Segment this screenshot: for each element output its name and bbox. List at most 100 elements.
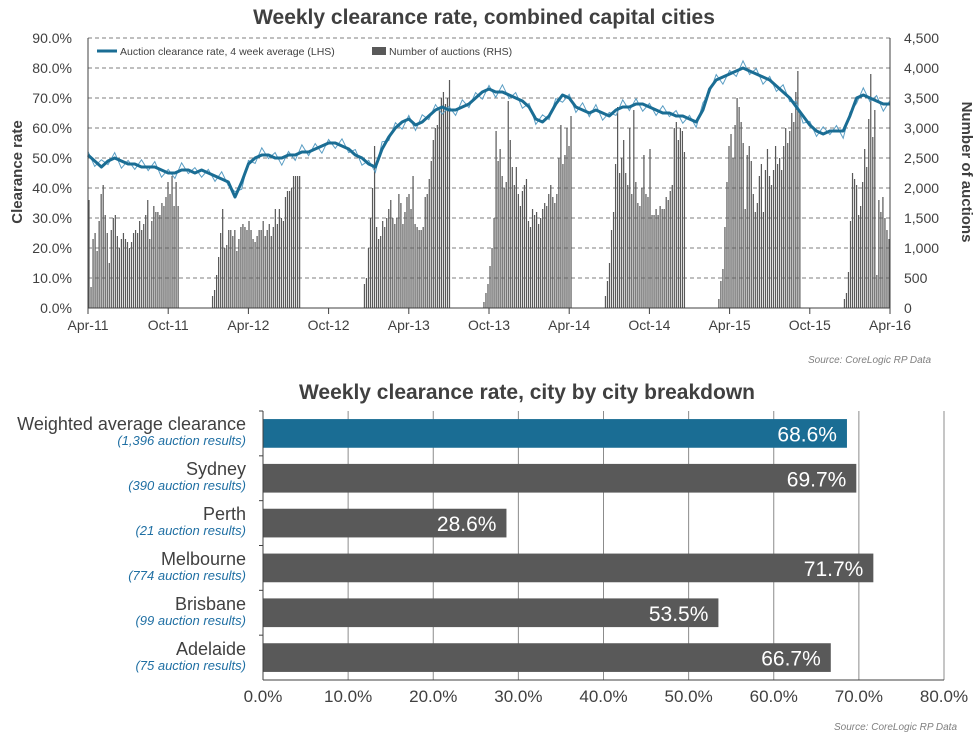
chart1-average-rate-line bbox=[86, 66, 890, 199]
chart1-auction-bar bbox=[408, 194, 410, 308]
chart1-auction-bar bbox=[100, 194, 102, 308]
chart2-category-name: Adelaide bbox=[175, 638, 246, 659]
chart1-auction-bar bbox=[108, 263, 110, 308]
chart1-ytick-left: 50.0% bbox=[32, 150, 72, 166]
chart1-auction-bar bbox=[726, 182, 728, 308]
chart1-auction-bar bbox=[787, 143, 789, 308]
chart1-auction-bar bbox=[734, 125, 736, 308]
chart1-auction-bar bbox=[776, 164, 779, 308]
chart1-ytick-left: 10.0% bbox=[32, 270, 72, 286]
chart1-auction-bar bbox=[276, 224, 278, 308]
chart1-auction-bar bbox=[149, 239, 151, 308]
chart1-auction-bar bbox=[860, 206, 862, 308]
chart1-auction-bar bbox=[147, 200, 149, 308]
chart1-auction-bar bbox=[380, 236, 382, 308]
chart1-auction-bar bbox=[683, 152, 686, 308]
chart1-gridlines bbox=[88, 37, 890, 279]
chart1-auction-bar bbox=[736, 98, 738, 308]
chart1-auction-bar bbox=[426, 194, 428, 308]
chart1-auction-bar bbox=[550, 185, 552, 308]
chart2-category-sub: (1,396 auction results) bbox=[117, 433, 246, 449]
chart1-auction-bar bbox=[499, 149, 501, 308]
chart1-auction-bar bbox=[215, 275, 218, 308]
chart1-ytick-right: 3,000 bbox=[904, 120, 939, 136]
chart2-xtick: 30.0% bbox=[494, 687, 542, 706]
chart1-auction-bar bbox=[562, 164, 564, 308]
chart1-auction-bar bbox=[673, 128, 675, 308]
chart1-auction-bar bbox=[388, 209, 390, 308]
chart1-xtick: Oct-11 bbox=[148, 317, 189, 333]
chart1-auction-bar bbox=[738, 107, 740, 308]
chart1-axes: 0.0% 0 10.0% 500 20.0% 1,000 30.0% 1,500 40.0% 2,… bbox=[32, 30, 939, 333]
chart1-auction-bar bbox=[783, 146, 785, 308]
chart1-auction-bar bbox=[781, 170, 783, 308]
chart1-auction-bar bbox=[286, 191, 289, 308]
chart1-auction-bar bbox=[246, 230, 248, 308]
chart1-auction-bar bbox=[369, 218, 372, 308]
chart1-auction-bar bbox=[564, 155, 566, 308]
chart2-data-label: 53.5% bbox=[649, 603, 709, 626]
chart1-xtick: Apr-13 bbox=[388, 317, 430, 333]
chart1-auction-bar bbox=[493, 218, 495, 308]
chart2-gridlines bbox=[347, 411, 945, 680]
chart1-auction-bar bbox=[130, 242, 133, 308]
chart1-auction-bar bbox=[641, 188, 643, 308]
chart1-auction-bar bbox=[616, 107, 619, 308]
chart1-auction-bar bbox=[851, 173, 854, 308]
chart1-auction-bar bbox=[864, 149, 866, 308]
chart2-category-name: Weighted average clearance bbox=[17, 414, 246, 435]
chart1-auction-bar bbox=[165, 197, 167, 308]
chart2-bar bbox=[263, 598, 719, 628]
chart1-title: Weekly clearance rate, combined capital … bbox=[253, 6, 715, 29]
chart1-auction-bar bbox=[226, 245, 228, 308]
chart1-auction-bar bbox=[288, 191, 291, 308]
chart1-auction-bar bbox=[118, 248, 120, 308]
chart1-auction-bar bbox=[432, 140, 434, 308]
chart1-auction-bar bbox=[720, 281, 722, 308]
chart2-xtick: 60.0% bbox=[750, 687, 798, 706]
chart1-ytick-right: 4,500 bbox=[904, 30, 939, 46]
chart1-auction-bar bbox=[442, 92, 445, 308]
chart1-auction-bar bbox=[137, 233, 139, 308]
chart1-ytick-right: 2,500 bbox=[904, 150, 939, 166]
chart1-ytick-left: 80.0% bbox=[32, 60, 72, 76]
chart2-category-name: Melbourne bbox=[160, 548, 246, 569]
chart1-auction-bar bbox=[866, 167, 868, 308]
chart1-auction-bar bbox=[882, 197, 884, 308]
chart1-auction-bar bbox=[724, 227, 726, 308]
chart1-auction-bar bbox=[398, 194, 400, 308]
chart2-category: Perth (21 auction results) bbox=[135, 505, 246, 537]
chart1-auction-bar bbox=[272, 227, 274, 308]
chart1-auction-bar bbox=[236, 251, 238, 308]
chart1-auction-bar bbox=[412, 176, 414, 308]
chart1-auction-bar bbox=[762, 212, 765, 308]
chart1-auction-bar bbox=[513, 185, 515, 308]
chart1-auction-bar bbox=[282, 221, 285, 308]
chart1-auction-bar bbox=[92, 239, 94, 308]
chart1-xtick: Oct-14 bbox=[628, 317, 670, 333]
chart1-auction-bar bbox=[367, 248, 370, 308]
chart1-auction-bar bbox=[531, 209, 534, 308]
chart1-auction-bar bbox=[665, 197, 667, 308]
chart1-auction-bar bbox=[519, 206, 521, 308]
chart2-xtick: 0.0% bbox=[244, 687, 283, 706]
chart1-auction-bar bbox=[625, 173, 627, 308]
chart1-auction-bar bbox=[655, 209, 657, 308]
chart1-auction-bar bbox=[434, 128, 436, 308]
chart1-auction-bar bbox=[681, 131, 684, 308]
chart1-auction-bar bbox=[552, 197, 554, 308]
chart1-auction-bar bbox=[651, 215, 653, 308]
chart1-auction-bar bbox=[793, 122, 795, 308]
chart1-auction-bar bbox=[542, 209, 544, 308]
chart1-auction-bar bbox=[847, 272, 850, 308]
chart2-xtick: 50.0% bbox=[665, 687, 713, 706]
chart1-auction-bar bbox=[264, 236, 266, 308]
chart2-category-sub: (75 auction results) bbox=[135, 657, 246, 673]
chart1-xtick: Apr-15 bbox=[709, 317, 751, 333]
chart1-auction-bar bbox=[872, 137, 874, 308]
chart1-auction-bar bbox=[173, 206, 175, 308]
chart1-auction-bar bbox=[371, 188, 374, 308]
chart1-auction-bar bbox=[764, 170, 767, 308]
chart1-xtick: Oct-15 bbox=[789, 317, 831, 333]
chart1-auction-bar bbox=[677, 140, 679, 308]
